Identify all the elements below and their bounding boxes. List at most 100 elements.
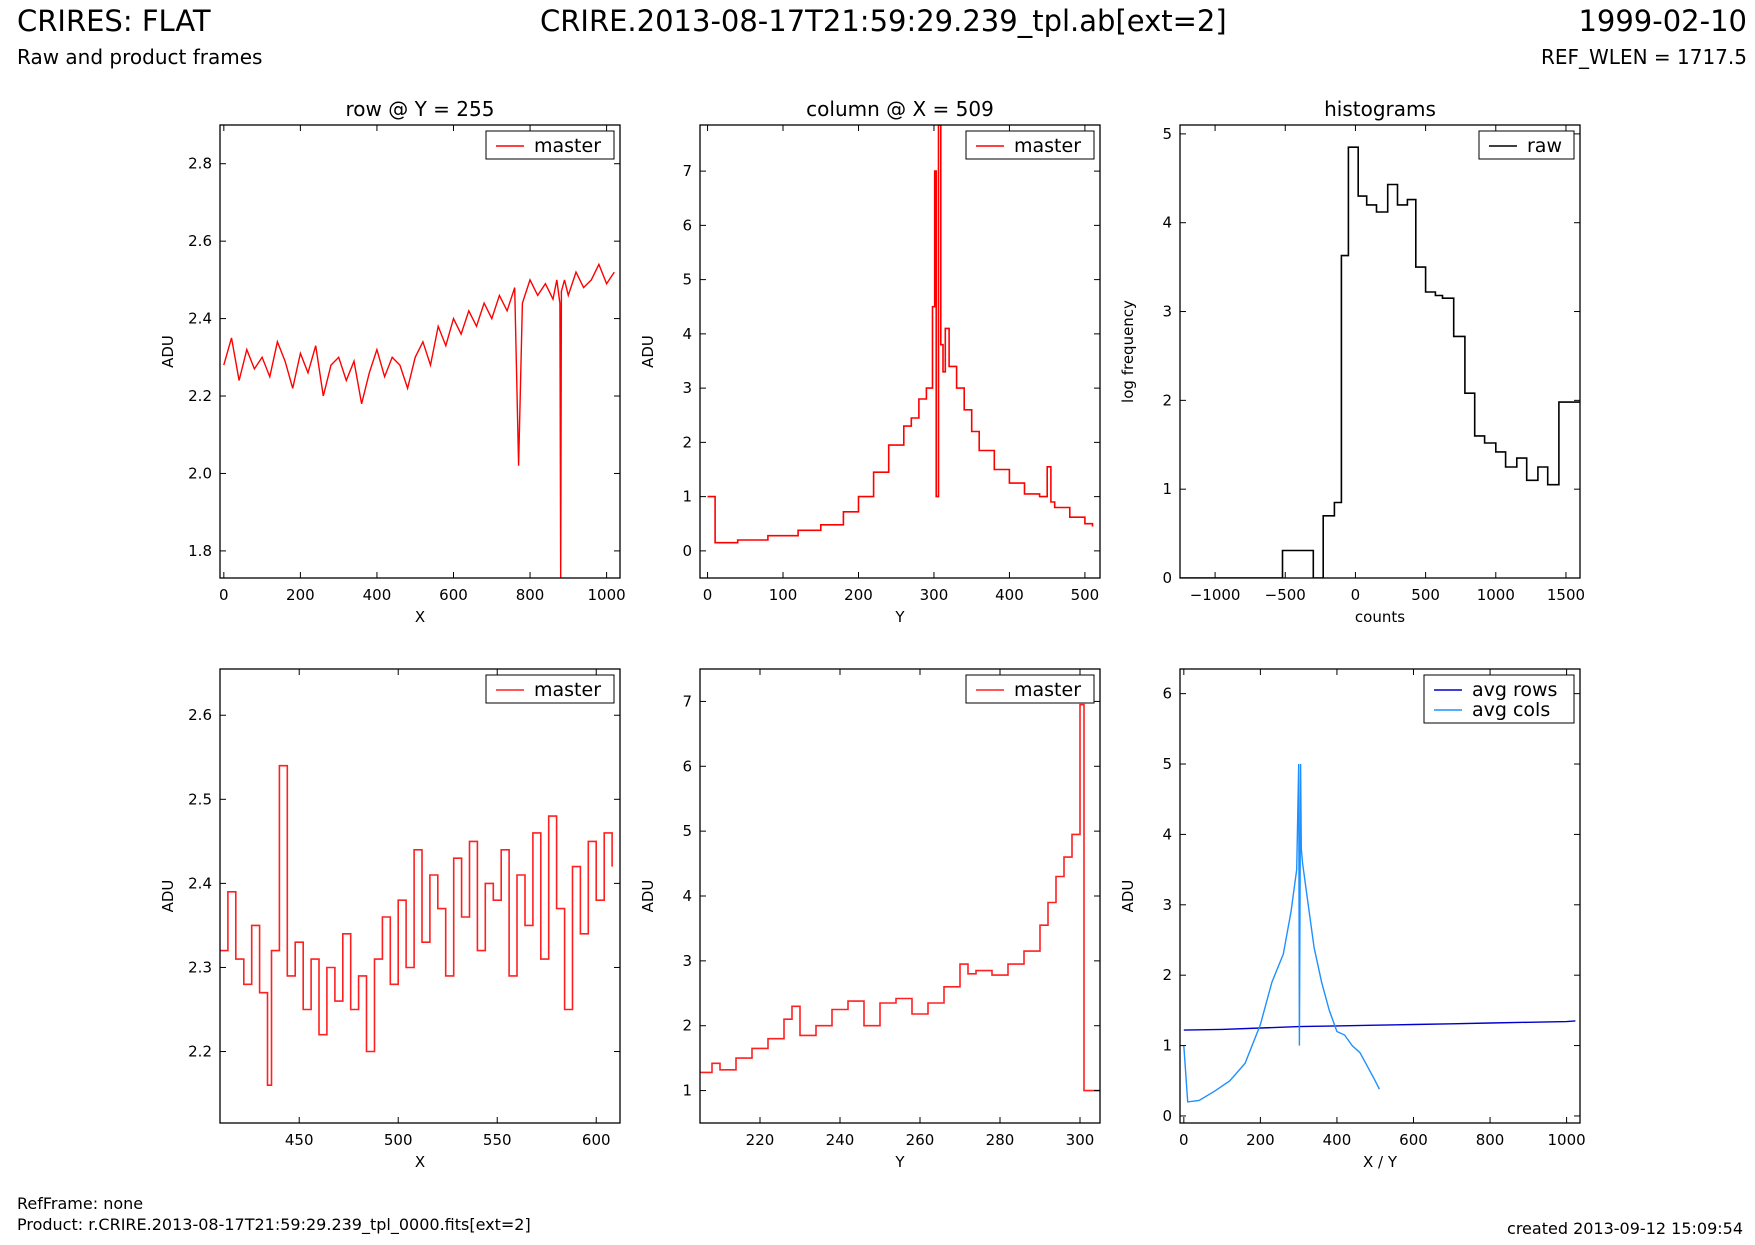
y-tick-label: 3 — [1162, 896, 1172, 914]
legend-label: avg rows — [1472, 679, 1557, 701]
x-tick-label: 500 — [1411, 586, 1440, 604]
y-tick-label: 6 — [682, 216, 692, 234]
y-tick-label: 7 — [682, 162, 692, 180]
legend-label: master — [534, 135, 601, 157]
x-tick-label: 1000 — [588, 586, 626, 604]
x-tick-label: 200 — [286, 586, 315, 604]
x-tick-label: −500 — [1265, 586, 1306, 604]
x-tick-label: 200 — [1246, 1131, 1275, 1149]
y-tick-label: 0 — [682, 542, 692, 560]
legend-box — [965, 674, 1095, 704]
axes-frame — [1179, 668, 1581, 1124]
y-tick-label: 2.2 — [188, 1043, 212, 1061]
y-tick-label: 3 — [1162, 303, 1172, 321]
legend-box — [965, 130, 1095, 160]
axes-frame — [219, 668, 621, 1124]
x-tick-label: 550 — [483, 1131, 512, 1149]
y-tick-label: 2.0 — [188, 464, 212, 482]
x-tick-label: 400 — [363, 586, 392, 604]
x-tick-label: 240 — [826, 1131, 855, 1149]
x-tick-label: 0 — [1351, 586, 1361, 604]
x-tick-label: 600 — [1399, 1131, 1428, 1149]
y-tick-label: 4 — [682, 887, 692, 905]
ref-wlen-label: REF_WLEN = 1717.5 — [1540, 45, 1747, 69]
y-tick-label: 5 — [1162, 755, 1172, 773]
product-label: Product: r.CRIRE.2013-08-17T21:59:29.239… — [17, 1215, 531, 1234]
y-tick-label: 2.3 — [188, 958, 212, 976]
legend-box — [485, 130, 615, 160]
legend-label: raw — [1527, 135, 1562, 157]
legend-label: master — [1014, 679, 1081, 701]
x-axis-label: X — [415, 608, 425, 626]
x-tick-label: 300 — [920, 586, 949, 604]
axes-frame — [1179, 124, 1581, 579]
x-tick-label: 280 — [986, 1131, 1015, 1149]
legend-box — [485, 674, 615, 704]
series-master — [220, 764, 613, 1086]
y-axis-label: ADU — [159, 880, 177, 913]
x-tick-label: 400 — [1323, 1131, 1352, 1149]
y-tick-label: 1 — [1162, 1037, 1172, 1055]
axes-frame — [219, 124, 621, 579]
y-tick-label: 7 — [682, 692, 692, 710]
panel-row-full: 0 200 400 600 800 1000 1.8 2.0 2.2 2.4 2.6 2.8 row @… — [159, 97, 626, 626]
x-axis-label: X / Y — [1363, 1153, 1398, 1171]
x-tick-label: 800 — [1476, 1131, 1505, 1149]
y-tick-label: 0 — [1162, 569, 1172, 587]
series-master — [223, 262, 615, 578]
created-timestamp: created 2013-09-12 15:09:54 — [1507, 1219, 1743, 1238]
x-tick-label: 300 — [1066, 1131, 1095, 1149]
legend-box — [1478, 130, 1575, 160]
y-tick-label: 4 — [1162, 214, 1172, 232]
y-tick-label: 2.8 — [188, 155, 212, 173]
y-tick-label: 2.5 — [188, 790, 212, 808]
panel-title: column @ X = 509 — [806, 97, 994, 121]
x-tick-label: 600 — [582, 1131, 611, 1149]
legend-box — [1423, 674, 1575, 724]
y-tick-label: 2.6 — [188, 706, 212, 724]
y-tick-label: 2.4 — [188, 874, 212, 892]
y-tick-label: 2 — [682, 1017, 692, 1035]
y-tick-label: 6 — [1162, 685, 1172, 703]
x-tick-label: 1000 — [1548, 1131, 1586, 1149]
y-tick-label: 1.8 — [188, 542, 212, 560]
x-tick-label: 200 — [844, 586, 873, 604]
y-tick-label: 4 — [682, 325, 692, 343]
x-tick-label: 600 — [439, 586, 468, 604]
axes-frame — [699, 124, 1101, 579]
y-axis-label: ADU — [1119, 880, 1137, 913]
legend: raw — [1478, 130, 1575, 160]
ref-frame-label: RefFrame: none — [17, 1194, 144, 1213]
legend-label: master — [1014, 135, 1081, 157]
y-axis-label: ADU — [159, 335, 177, 368]
panel-averages: 0 200 400 600 800 1000 0 1 2 3 4 5 6 X / Y ADU avg rows… — [1119, 668, 1586, 1171]
y-tick-label: 1 — [682, 1082, 692, 1100]
series-raw — [1180, 146, 1580, 578]
y-tick-label: 5 — [682, 271, 692, 289]
panel-row-zoom: 450 500 550 600 2.2 2.3 2.4 2.5 2.6 X ADU master — [159, 668, 621, 1171]
panel-column-zoom: 220 240 260 280 300 1 2 3 4 5 6 7 Y ADU master — [639, 668, 1101, 1171]
x-tick-label: 1500 — [1547, 586, 1585, 604]
x-axis-label: X — [415, 1153, 425, 1171]
x-tick-label: 500 — [1071, 586, 1100, 604]
y-tick-label: 2.2 — [188, 387, 212, 405]
x-tick-label: 450 — [285, 1131, 314, 1149]
y-axis-label: ADU — [639, 335, 657, 368]
series-master — [707, 125, 1094, 544]
x-tick-label: 260 — [906, 1131, 935, 1149]
y-tick-label: 1 — [682, 488, 692, 506]
x-tick-label: 0 — [1179, 1131, 1189, 1149]
x-axis-label: counts — [1355, 608, 1405, 626]
y-tick-label: 2 — [682, 433, 692, 451]
axes-frame — [699, 668, 1101, 1124]
x-tick-label: 800 — [516, 586, 545, 604]
panel-histograms: −1000 −500 0 500 1000 1500 0 1 2 3 4 5 histograms cou… — [1119, 97, 1585, 626]
y-tick-label: 6 — [682, 757, 692, 775]
x-tick-label: 500 — [384, 1131, 413, 1149]
panel-title: row @ Y = 255 — [346, 97, 495, 121]
y-axis-label: log frequency — [1119, 300, 1137, 403]
legend-label: avg cols — [1472, 699, 1550, 721]
file-name-title: CRIRE.2013-08-17T21:59:29.239_tpl.ab[ext… — [540, 4, 1227, 38]
series-master — [700, 703, 1100, 1092]
